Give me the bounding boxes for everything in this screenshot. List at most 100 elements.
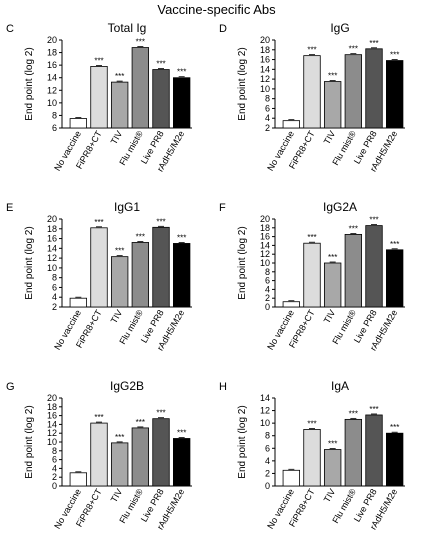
y-tick-label: 10 — [260, 418, 270, 428]
significance-label: *** — [349, 224, 358, 233]
significance-label: *** — [115, 247, 124, 256]
significance-label: *** — [94, 218, 103, 227]
bar — [303, 429, 321, 487]
significance-label: *** — [328, 253, 337, 262]
panel-title: IgG — [330, 21, 349, 35]
category-label: TIV — [322, 129, 338, 146]
y-axis-label: End point (log 2) — [237, 405, 248, 478]
significance-label: *** — [156, 217, 165, 226]
y-tick-label: 14 — [47, 243, 57, 253]
panel-title: IgG1 — [114, 200, 140, 214]
panel-title: IgG2A — [323, 200, 357, 214]
significance-label: *** — [349, 409, 358, 418]
bar — [69, 297, 87, 308]
significance-label: *** — [369, 216, 378, 225]
bar — [172, 77, 191, 129]
significance-label: *** — [177, 68, 186, 77]
panel-title: IgG2B — [110, 379, 144, 393]
y-tick-label: 6 — [52, 455, 57, 465]
category-label: TIV — [109, 129, 125, 146]
y-tick-label: 12 — [47, 253, 57, 263]
y-axis-label: End point (log 2) — [237, 226, 248, 299]
bar — [385, 249, 404, 308]
y-tick-label: 6 — [265, 443, 270, 453]
category-label: TIV — [109, 487, 125, 504]
y-tick-label: 12 — [47, 85, 57, 95]
y-tick-label: 10 — [260, 258, 270, 268]
significance-label: *** — [136, 232, 145, 241]
y-tick-label: 4 — [265, 284, 270, 294]
significance-label: *** — [390, 423, 399, 432]
significance-label: *** — [390, 240, 399, 249]
panel-title: IgA — [331, 379, 349, 393]
bar — [152, 418, 170, 487]
y-tick-label: 20 — [47, 35, 57, 45]
significance-label: *** — [94, 56, 103, 65]
y-tick-label: 2 — [52, 472, 57, 482]
y-tick-label: 6 — [265, 276, 270, 286]
y-tick-label: 12 — [47, 428, 57, 438]
y-axis-label: End point (log 2) — [24, 47, 35, 120]
y-tick-label: 12 — [260, 406, 270, 416]
y-tick-label: 18 — [47, 48, 57, 58]
y-tick-label: 12 — [260, 74, 270, 84]
y-tick-label: 16 — [47, 60, 57, 70]
y-tick-label: 10 — [47, 98, 57, 108]
bar — [111, 256, 129, 308]
y-tick-label: 8 — [52, 110, 57, 120]
bar — [385, 60, 404, 129]
y-tick-label: 6 — [52, 282, 57, 292]
significance-label: *** — [177, 233, 186, 242]
y-tick-label: 0 — [265, 481, 270, 491]
y-axis-label: End point (log 2) — [237, 47, 248, 120]
category-label: TIV — [322, 308, 338, 325]
significance-label: *** — [328, 440, 337, 449]
significance-label: *** — [369, 405, 378, 414]
bar — [303, 242, 321, 308]
figure-title: Vaccine-specific Abs — [157, 2, 276, 17]
significance-label: *** — [390, 51, 399, 60]
significance-label: *** — [136, 418, 145, 427]
significance-label: *** — [156, 60, 165, 69]
significance-label: *** — [328, 72, 337, 81]
y-tick-label: 20 — [47, 214, 57, 224]
y-tick-label: 8 — [265, 431, 270, 441]
y-tick-label: 16 — [47, 411, 57, 421]
y-tick-label: 10 — [260, 84, 270, 94]
y-tick-label: 8 — [265, 94, 270, 104]
panel-c: C Total Ig End point (log 2) 6 8 10 12 14 16 18 20… — [6, 21, 192, 173]
y-tick-label: 12 — [260, 249, 270, 259]
bar — [172, 438, 191, 487]
bar — [282, 469, 301, 487]
category-label: TIV — [109, 308, 125, 325]
y-axis-label: End point (log 2) — [24, 405, 35, 478]
bar — [172, 243, 191, 308]
bar — [131, 242, 149, 308]
y-tick-label: 2 — [52, 302, 57, 312]
significance-label: *** — [349, 45, 358, 54]
bar — [90, 66, 108, 129]
bar — [344, 54, 363, 129]
y-tick-label: 14 — [47, 419, 57, 429]
bar — [90, 227, 108, 308]
bar — [111, 442, 129, 487]
y-tick-label: 14 — [260, 240, 270, 250]
y-tick-label: 18 — [47, 224, 57, 234]
bar — [111, 81, 129, 129]
y-tick-label: 8 — [52, 273, 57, 283]
y-tick-label: 2 — [265, 123, 270, 133]
y-tick-label: 16 — [47, 234, 57, 244]
panel-f: F IgG2A End point (log 2) 02468101214161820… — [219, 200, 405, 352]
y-axis-label: End point (log 2) — [24, 226, 35, 299]
bar — [282, 120, 301, 129]
bar — [385, 432, 404, 487]
y-tick-label: 2 — [265, 293, 270, 303]
y-tick-label: 6 — [265, 103, 270, 113]
bar — [344, 233, 363, 308]
significance-label: *** — [136, 38, 145, 47]
bar — [365, 225, 383, 308]
bar — [152, 226, 170, 308]
significance-label: *** — [369, 39, 378, 48]
y-tick-label: 4 — [52, 292, 57, 302]
